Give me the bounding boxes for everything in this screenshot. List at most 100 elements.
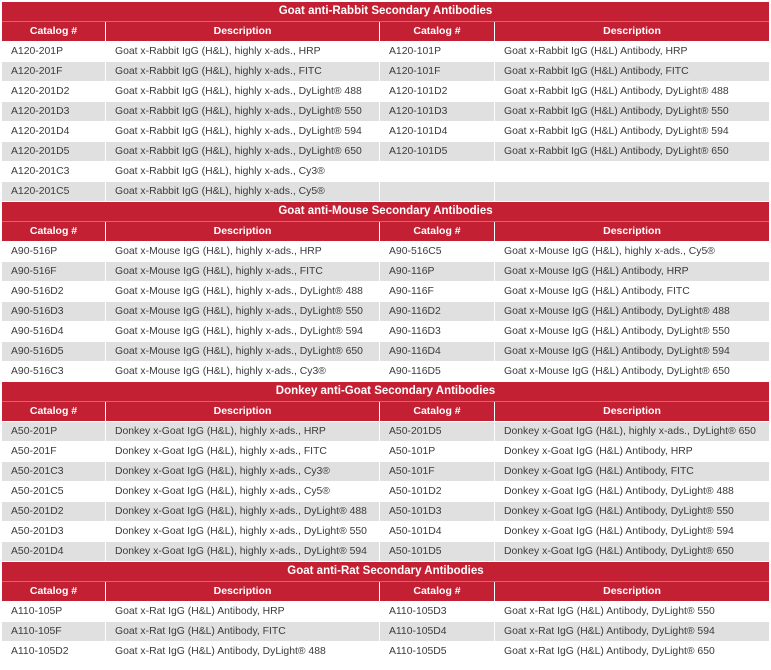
description-cell: Goat x-Mouse IgG (H&L), highly x-ads., F… (106, 262, 379, 281)
catalog-number-cell: A50-101D2 (380, 482, 494, 501)
description-cell: Goat x-Mouse IgG (H&L) Antibody, DyLight… (495, 322, 769, 341)
description-cell: Goat x-Rabbit IgG (H&L) Antibody, DyLigh… (495, 102, 769, 121)
column-header: Catalog # (2, 402, 105, 421)
description-cell: Donkey x-Goat IgG (H&L), highly x-ads., … (106, 502, 379, 521)
catalog-number-cell: A50-201F (2, 442, 105, 461)
column-header: Catalog # (380, 402, 494, 421)
column-header: Catalog # (380, 582, 494, 601)
catalog-number-cell (380, 162, 494, 181)
description-cell: Goat x-Mouse IgG (H&L) Antibody, DyLight… (495, 302, 769, 321)
description-cell: Donkey x-Goat IgG (H&L), highly x-ads., … (106, 522, 379, 541)
description-cell: Goat x-Mouse IgG (H&L), highly x-ads., C… (106, 362, 379, 381)
catalog-number-cell: A90-516P (2, 242, 105, 261)
description-cell: Donkey x-Goat IgG (H&L), highly x-ads., … (106, 542, 379, 561)
catalog-number-cell: A120-201D4 (2, 122, 105, 141)
catalog-number-cell: A120-101D3 (380, 102, 494, 121)
description-cell: Donkey x-Goat IgG (H&L), highly x-ads., … (106, 442, 379, 461)
antibody-section: Goat anti-Rabbit Secondary Antibodies Ca… (2, 2, 769, 201)
column-header: Description (495, 222, 769, 241)
catalog-number-cell: A90-516D5 (2, 342, 105, 361)
description-cell: Goat x-Rabbit IgG (H&L) Antibody, DyLigh… (495, 142, 769, 161)
description-cell: Goat x-Rabbit IgG (H&L), highly x-ads., … (106, 162, 379, 181)
section-table: Catalog # Description Catalog # Description… (2, 402, 769, 561)
antibody-section: Goat anti-Mouse Secondary Antibodies Cat… (2, 202, 769, 381)
column-header: Description (106, 222, 379, 241)
description-cell: Goat x-Rabbit IgG (H&L) Antibody, DyLigh… (495, 82, 769, 101)
description-cell: Donkey x-Goat IgG (H&L) Antibody, HRP (495, 442, 769, 461)
description-cell: Goat x-Rabbit IgG (H&L), highly x-ads., … (106, 42, 379, 61)
description-cell: Goat x-Rabbit IgG (H&L), highly x-ads., … (106, 82, 379, 101)
catalog-number-cell (380, 182, 494, 201)
description-cell: Donkey x-Goat IgG (H&L), highly x-ads., … (106, 482, 379, 501)
description-cell: Donkey x-Goat IgG (H&L) Antibody, DyLigh… (495, 482, 769, 501)
description-cell: Donkey x-Goat IgG (H&L), highly x-ads., … (106, 422, 379, 441)
catalog-number-cell: A110-105D5 (380, 642, 494, 661)
description-cell: Goat x-Mouse IgG (H&L) Antibody, DyLight… (495, 362, 769, 381)
catalog-number-cell: A110-105F (2, 622, 105, 641)
catalog-number-cell: A50-201D4 (2, 542, 105, 561)
description-cell: Donkey x-Goat IgG (H&L) Antibody, FITC (495, 462, 769, 481)
catalog-number-cell: A90-116D3 (380, 322, 494, 341)
description-cell: Goat x-Mouse IgG (H&L), highly x-ads., D… (106, 302, 379, 321)
description-cell: Goat x-Rabbit IgG (H&L), highly x-ads., … (106, 142, 379, 161)
catalog-number-cell: A90-116P (380, 262, 494, 281)
section-title: Goat anti-Rat Secondary Antibodies (2, 562, 769, 582)
catalog-number-cell: A90-116D4 (380, 342, 494, 361)
description-cell: Donkey x-Goat IgG (H&L) Antibody, DyLigh… (495, 542, 769, 561)
description-cell: Goat x-Rat IgG (H&L) Antibody, DyLight® … (495, 622, 769, 641)
description-cell: Goat x-Rat IgG (H&L) Antibody, DyLight® … (106, 642, 379, 661)
description-cell: Goat x-Rabbit IgG (H&L), highly x-ads., … (106, 102, 379, 121)
description-cell: Goat x-Rat IgG (H&L) Antibody, DyLight® … (495, 602, 769, 621)
catalog-number-cell: A90-516D2 (2, 282, 105, 301)
catalog-number-cell: A90-516C5 (380, 242, 494, 261)
catalog-number-cell: A50-201D5 (380, 422, 494, 441)
description-cell: Goat x-Rat IgG (H&L) Antibody, HRP (106, 602, 379, 621)
catalog-number-cell: A90-116D5 (380, 362, 494, 381)
description-cell: Donkey x-Goat IgG (H&L) Antibody, DyLigh… (495, 522, 769, 541)
column-header: Description (495, 22, 769, 41)
section-table: Catalog # Description Catalog # Description… (2, 22, 769, 201)
catalog-number-cell: A120-101D2 (380, 82, 494, 101)
catalog-number-cell: A120-101D4 (380, 122, 494, 141)
catalog-number-cell: A50-201C5 (2, 482, 105, 501)
description-cell: Goat x-Rabbit IgG (H&L) Antibody, FITC (495, 62, 769, 81)
description-cell: Donkey x-Goat IgG (H&L) Antibody, DyLigh… (495, 502, 769, 521)
column-header: Description (106, 22, 379, 41)
description-cell: Goat x-Rabbit IgG (H&L), highly x-ads., … (106, 122, 379, 141)
catalog-number-cell: A50-101D5 (380, 542, 494, 561)
antibody-section: Donkey anti-Goat Secondary Antibodies Ca… (2, 382, 769, 561)
description-cell: Goat x-Mouse IgG (H&L) Antibody, DyLight… (495, 342, 769, 361)
column-header: Catalog # (2, 22, 105, 41)
description-cell: Goat x-Rabbit IgG (H&L), highly x-ads., … (106, 62, 379, 81)
catalog-number-cell: A50-201D2 (2, 502, 105, 521)
catalog-number-cell: A110-105D2 (2, 642, 105, 661)
catalog-number-cell: A120-101P (380, 42, 494, 61)
section-table: Catalog # Description Catalog # Description… (2, 582, 769, 661)
description-cell: Goat x-Rat IgG (H&L) Antibody, FITC (106, 622, 379, 641)
catalog-number-cell: A120-201F (2, 62, 105, 81)
description-cell: Goat x-Rabbit IgG (H&L) Antibody, DyLigh… (495, 122, 769, 141)
catalog-number-cell: A120-201C3 (2, 162, 105, 181)
catalog-number-cell: A50-101F (380, 462, 494, 481)
catalog-number-cell: A50-101P (380, 442, 494, 461)
description-cell: Donkey x-Goat IgG (H&L), highly x-ads., … (495, 422, 769, 441)
column-header: Description (495, 402, 769, 421)
antibody-section: Goat anti-Rat Secondary Antibodies Catal… (2, 562, 769, 661)
column-header: Catalog # (380, 222, 494, 241)
description-cell: Goat x-Mouse IgG (H&L), highly x-ads., H… (106, 242, 379, 261)
catalog-number-cell: A50-201C3 (2, 462, 105, 481)
catalog-number-cell: A90-516F (2, 262, 105, 281)
description-cell: Goat x-Mouse IgG (H&L), highly x-ads., D… (106, 282, 379, 301)
catalog-number-cell: A90-116F (380, 282, 494, 301)
description-cell: Goat x-Mouse IgG (H&L), highly x-ads., D… (106, 322, 379, 341)
description-cell: Goat x-Mouse IgG (H&L), highly x-ads., D… (106, 342, 379, 361)
catalog-number-cell: A120-101D5 (380, 142, 494, 161)
column-header: Description (106, 582, 379, 601)
description-cell: Goat x-Rabbit IgG (H&L), highly x-ads., … (106, 182, 379, 201)
catalog-number-cell: A50-101D4 (380, 522, 494, 541)
catalog-number-cell: A120-101F (380, 62, 494, 81)
description-cell: Goat x-Mouse IgG (H&L), highly x-ads., C… (495, 242, 769, 261)
catalog-number-cell: A50-201P (2, 422, 105, 441)
catalog-number-cell: A120-201D2 (2, 82, 105, 101)
